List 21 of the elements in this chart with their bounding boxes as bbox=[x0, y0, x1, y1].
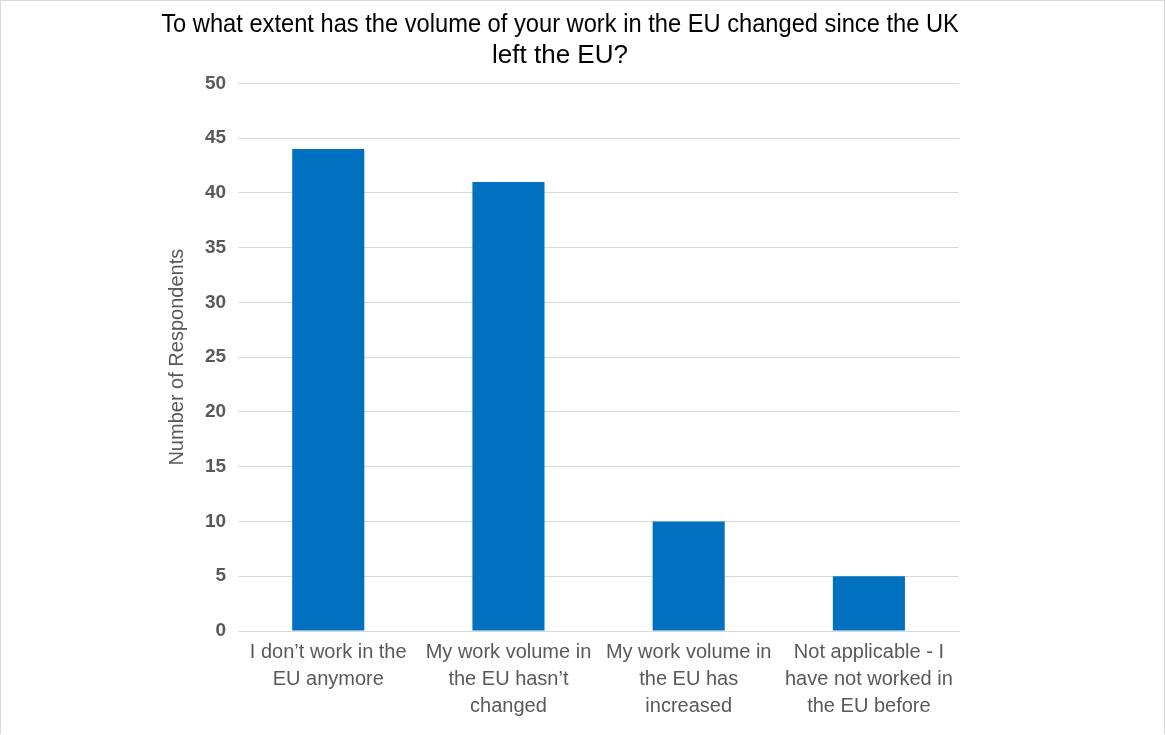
y-tick-label: 5 bbox=[215, 564, 227, 586]
chart-title: To what extent has the volume of your work in the EU changed since the UK left the EU? bbox=[161, 7, 960, 69]
x-tick-label: My work volume in the EU hasn’t changed bbox=[425, 640, 592, 717]
y-tick-label: 50 bbox=[204, 71, 227, 93]
x-tick-label: My work volume in the EU has increased bbox=[605, 640, 772, 717]
y-axis-title: Number of Respondents bbox=[164, 248, 187, 466]
bar bbox=[292, 149, 365, 631]
y-tick-label: 40 bbox=[204, 181, 227, 203]
y-tick-label: 35 bbox=[204, 235, 227, 257]
bar bbox=[472, 181, 545, 631]
y-tick-label: 25 bbox=[204, 345, 227, 367]
y-tick-label: 10 bbox=[204, 509, 227, 531]
y-tick-label: 0 bbox=[215, 619, 227, 641]
bar bbox=[832, 576, 905, 631]
x-tick-label: I don’t work in the EU anymore bbox=[249, 640, 407, 690]
y-tick-label: 30 bbox=[204, 290, 227, 312]
y-tick-label: 15 bbox=[204, 454, 227, 476]
y-tick-label: 45 bbox=[204, 126, 227, 148]
x-tick-label: Not applicable - I have not worked in the EU before bbox=[784, 640, 953, 717]
bar bbox=[652, 521, 725, 631]
y-tick-label: 20 bbox=[204, 400, 227, 422]
